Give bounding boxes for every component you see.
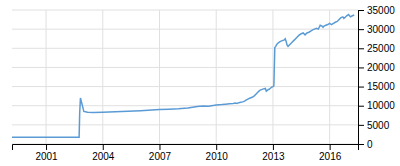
x-tick-mark [273, 144, 274, 150]
x-tick-mark [216, 144, 217, 150]
plot: 2001 2004 2007 2010 2013 2016 0 5000 10000 15000 2… [12, 5, 395, 162]
x-tick: 2016 [319, 144, 342, 162]
grid [12, 10, 358, 144]
grid-line-y [12, 29, 358, 30]
y-tick-label: 20000 [367, 62, 395, 73]
grid-line-x [272, 10, 273, 144]
y-tick-label: 10000 [367, 100, 395, 111]
x-tick-label: 2007 [149, 151, 172, 162]
y-tick-label: 35000 [367, 5, 395, 16]
grid-line-x [329, 10, 330, 144]
y-tick-mark [358, 106, 364, 107]
y-tick-label: 5000 [367, 120, 390, 131]
line [12, 15, 354, 138]
marks [12, 15, 354, 138]
grid-line-y [12, 124, 358, 125]
grid-line-x [46, 10, 47, 144]
x-tick-mark [330, 144, 331, 150]
grid-line-y [12, 48, 358, 49]
y-tick-label: 15000 [367, 81, 395, 92]
x-tick: 2010 [206, 144, 229, 162]
x-tick-mark [159, 144, 160, 150]
grid-line-x [102, 10, 103, 144]
y-tick-label: 0 [367, 139, 373, 150]
grid-line-x [216, 10, 217, 144]
y-axis-line [359, 11, 365, 145]
y-tick-mark [358, 87, 364, 88]
grid-line-y [12, 10, 358, 11]
chart: 2001 2004 2007 2010 2013 2016 0 5000 10000 15000 2… [0, 0, 400, 166]
x-tick: 2007 [149, 144, 172, 162]
y-tick: 35000 [358, 5, 395, 16]
y-tick-mark [358, 48, 364, 49]
x-tick: 2001 [35, 144, 58, 162]
y-tick: 10000 [358, 100, 395, 111]
y-axis: 0 5000 10000 15000 20000 25000 30000 35000 [358, 5, 395, 150]
y-tick: 25000 [358, 43, 395, 54]
grid-line-y [12, 67, 358, 68]
y-tick-mark [358, 67, 364, 68]
y-tick-label: 25000 [367, 43, 395, 54]
grid-line-x [159, 10, 160, 144]
x-tick-mark [103, 144, 104, 150]
y-tick-mark [358, 10, 364, 11]
x-tick-mark [46, 144, 47, 150]
y-tick-label: 30000 [367, 24, 395, 35]
x-tick-label: 2001 [35, 151, 58, 162]
y-tick: 20000 [358, 62, 395, 73]
x-tick-label: 2004 [92, 151, 115, 162]
y-tick-mark [358, 144, 364, 145]
grid-line-y [12, 86, 358, 87]
y-tick-mark [358, 125, 364, 126]
grid-line-y [12, 105, 358, 106]
y-tick: 5000 [358, 120, 390, 131]
x-tick-label: 2013 [262, 151, 285, 162]
x-tick: 2004 [92, 144, 115, 162]
x-tick-label: 2016 [319, 151, 342, 162]
x-axis: 2001 2004 2007 2010 2013 2016 [13, 144, 359, 162]
y-tick: 15000 [358, 81, 395, 92]
x-tick-label: 2010 [206, 151, 229, 162]
y-tick: 0 [358, 139, 373, 150]
y-tick-mark [358, 29, 364, 30]
y-tick: 30000 [358, 24, 395, 35]
x-tick: 2013 [262, 144, 285, 162]
x-axis-line [13, 145, 359, 151]
